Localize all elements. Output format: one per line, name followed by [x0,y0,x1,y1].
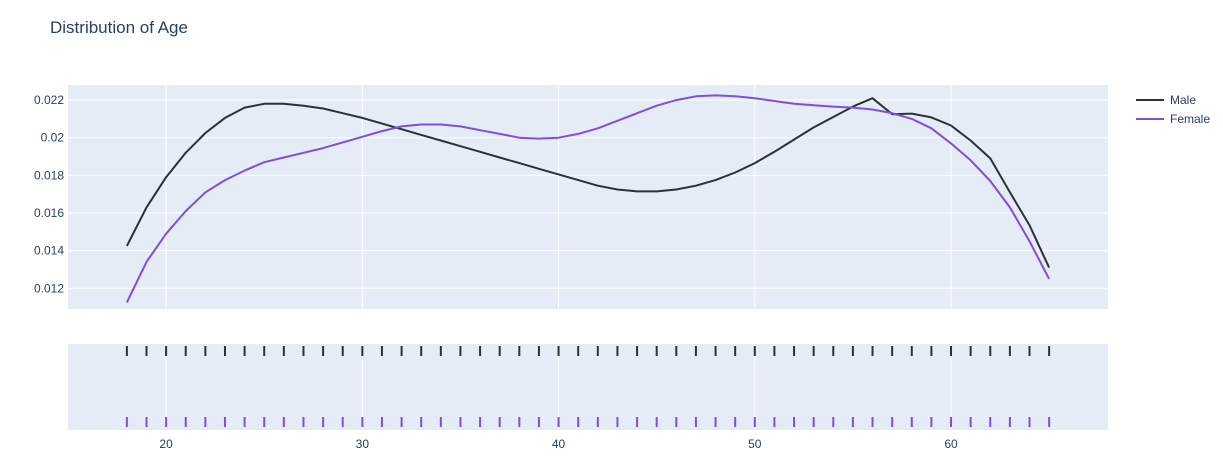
y-tick-label: 0.022 [34,93,64,107]
y-tick-label: 0.016 [34,206,64,220]
legend-label: Female [1170,112,1210,126]
series-line-female [125,94,1050,303]
x-tick-label: 50 [748,437,762,451]
chart-title: Distribution of Age [50,18,188,37]
x-tick-label: 40 [552,437,566,451]
y-tick-label: 0.018 [34,168,64,182]
y-tick-label: 0.02 [41,131,65,145]
y-tick-label: 0.014 [34,244,64,258]
legend-label: Male [1170,93,1196,107]
main-plot-background [68,85,1108,309]
rug-plot-background [68,344,1108,430]
legend-item-male[interactable]: Male [1136,93,1196,107]
legend-item-female[interactable]: Female [1136,112,1210,126]
x-tick-label: 20 [159,437,173,451]
y-tick-label: 0.012 [34,281,64,295]
x-tick-label: 60 [944,437,958,451]
x-tick-label: 30 [356,437,370,451]
